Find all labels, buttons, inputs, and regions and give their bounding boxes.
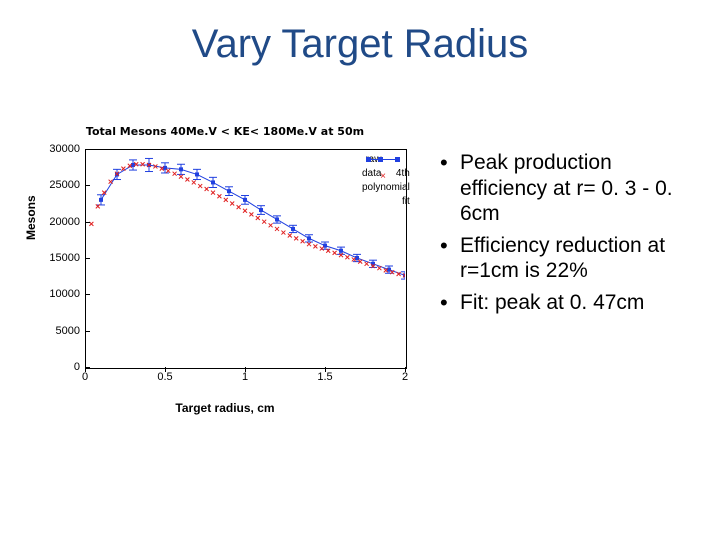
bullet-item: Efficiency reduction at r=1cm is 22% [438,233,698,284]
legend: raw data 4th polynomial fit × [242,153,402,181]
plot-svg [85,149,405,367]
legend-entry-fit: 4th polynomial fit × [242,167,362,181]
ytick-label: 10000 [36,288,80,300]
x-axis-label: Target radius, cm [30,401,420,415]
ytick-mark [85,367,90,368]
ytick-mark [85,185,90,186]
ytick-label: 5000 [36,325,80,337]
xtick-label: 1.5 [305,371,345,383]
legend-swatch-rawdata [366,159,400,160]
chart-container: Total Mesons 40Me.V < KE< 180Me.V at 50m… [30,125,420,415]
ytick-mark [85,331,90,332]
ytick-label: 15000 [36,252,80,264]
ytick-label: 0 [36,361,80,373]
legend-entry-rawdata: raw data [242,153,362,167]
ytick-mark [85,294,90,295]
bullet-list: Peak production efficiency at r= 0. 3 - … [438,150,698,322]
bullet-item: Fit: peak at 0. 47cm [438,290,698,316]
legend-swatch-rawdata-mid [378,157,383,162]
xtick-label: 2 [385,371,425,383]
xtick-label: 1 [225,371,265,383]
bullet-item: Peak production efficiency at r= 0. 3 - … [438,150,698,227]
ytick-mark [85,149,90,150]
ytick-mark [85,222,90,223]
ytick-label: 20000 [36,216,80,228]
slide: Vary Target Radius Total Mesons 40Me.V <… [0,0,720,540]
ytick-label: 30000 [36,143,80,155]
xtick-label: 0.5 [145,371,185,383]
legend-swatch-fit: × [380,170,386,184]
ytick-mark [85,258,90,259]
ytick-label: 25000 [36,179,80,191]
chart-title: Total Mesons 40Me.V < KE< 180Me.V at 50m [30,125,420,138]
page-title: Vary Target Radius [0,22,720,67]
